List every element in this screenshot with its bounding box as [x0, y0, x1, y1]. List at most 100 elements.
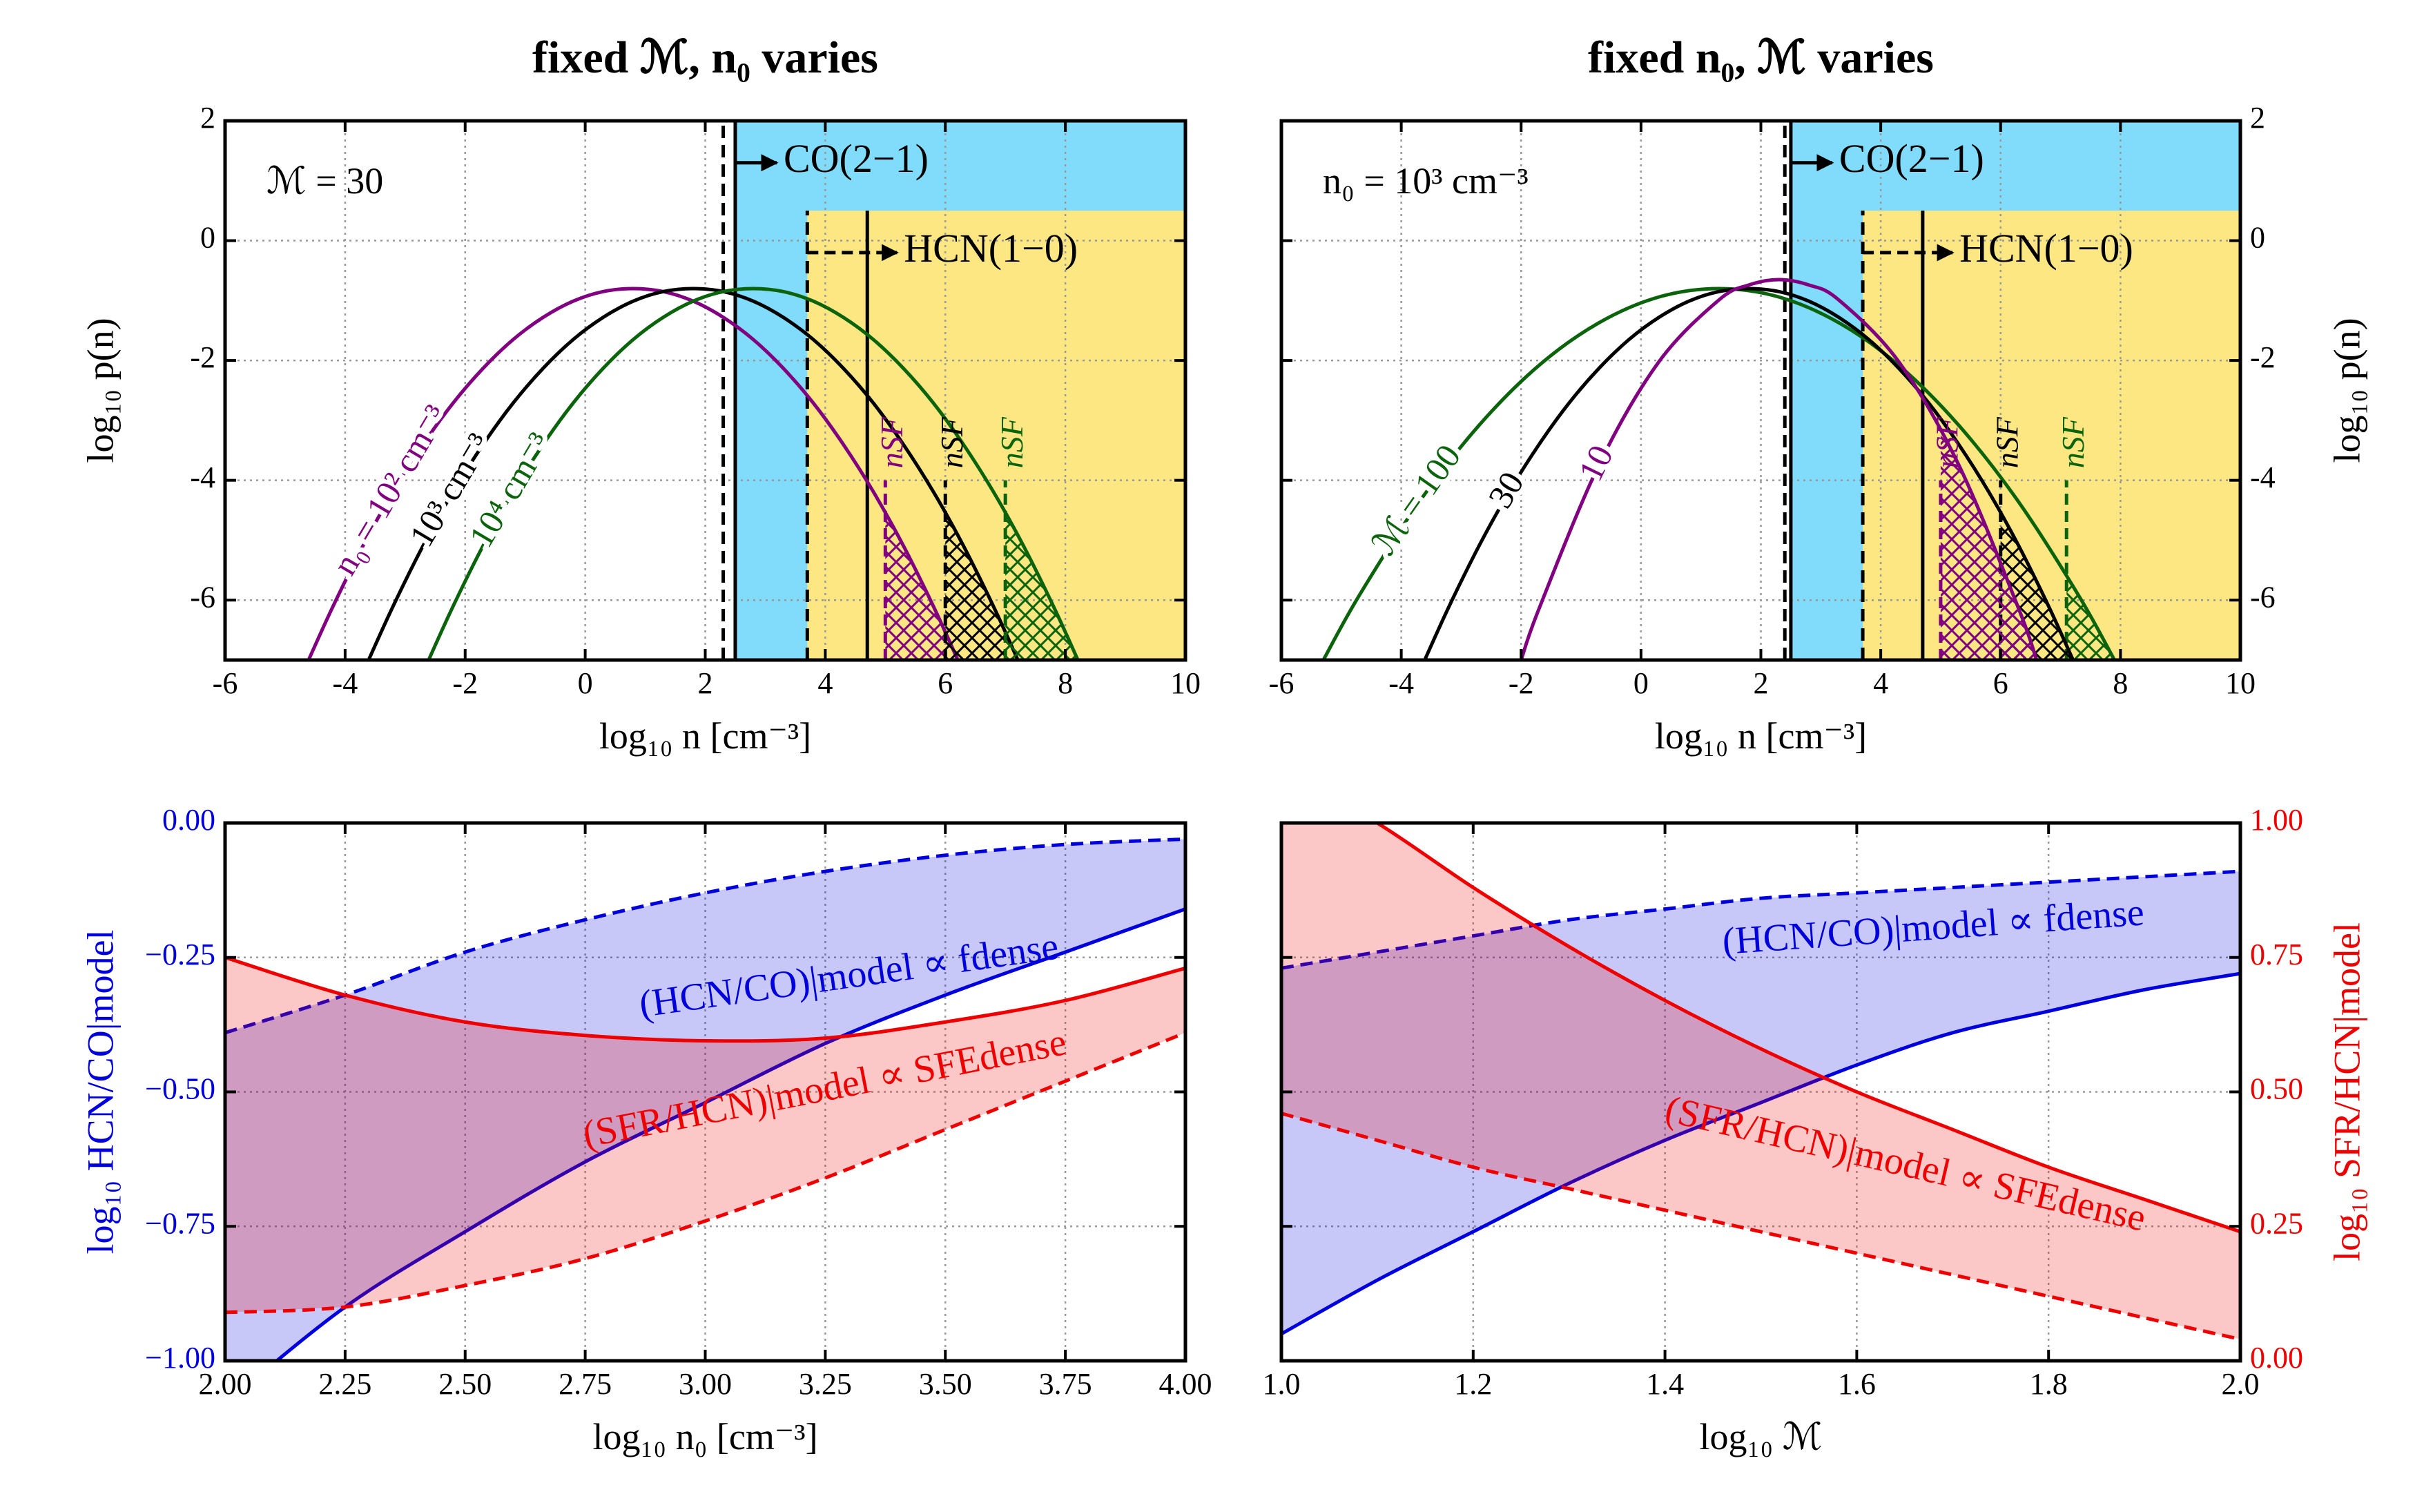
plot-area	[1281, 121, 2240, 660]
region-label: HCN(1−0)	[904, 226, 1078, 271]
x-tick-label: 3.00	[679, 1367, 732, 1401]
x-tick-label: 2.50	[438, 1367, 492, 1401]
curve	[1424, 287, 2075, 660]
x-tick-label: -6	[1269, 666, 1295, 700]
region	[1863, 211, 2240, 660]
curve	[307, 287, 959, 660]
band-edge	[1281, 1112, 2240, 1341]
series-label: 10	[1571, 439, 1620, 487]
y-tick-label: −0.50	[145, 1072, 215, 1106]
x-tick-label: 4.00	[1159, 1367, 1212, 1401]
x-tick-label: -2	[1509, 666, 1534, 700]
y-tick-label: -4	[2250, 461, 2276, 494]
plot-area	[225, 121, 1185, 660]
x-tick-label: 3.75	[1039, 1367, 1092, 1401]
x-tick-label: 1.8	[2030, 1367, 2068, 1401]
x-tick-label: -4	[1388, 666, 1414, 700]
y-tick-label: −0.75	[145, 1206, 215, 1240]
x-tick-label: -6	[213, 666, 238, 700]
x-tick-label: 8	[1058, 666, 1073, 700]
y-tick-label: -6	[2250, 580, 2276, 614]
chart-title: fixed ℳ, n₀ varies	[532, 32, 878, 83]
hatch	[1005, 513, 1078, 660]
band-edge	[225, 1031, 1185, 1315]
x-tick-label: 2.00	[199, 1367, 252, 1401]
region-label: CO(2−1)	[1839, 136, 1984, 181]
panel: (HCN/CO)|model ∝ fdense(SFR/HCN)|model ∝…	[79, 803, 1212, 1457]
region	[807, 211, 1185, 660]
x-tick-label: 1.2	[1454, 1367, 1492, 1401]
y-axis-label: log₁₀ HCN/CO|model	[79, 930, 121, 1254]
y-axis-label: log₁₀ p(n)	[2326, 318, 2367, 463]
chart-title: fixed n₀, ℳ varies	[1588, 32, 1934, 83]
threshold-label: nSF	[994, 416, 1029, 468]
y-tick-label: 0	[200, 221, 215, 255]
y-tick-label: 0.00	[2250, 1341, 2303, 1375]
series-label: 30	[1480, 465, 1531, 515]
band-edge	[273, 907, 1185, 1361]
panel: (HCN/CO)|model ∝ fdense(SFR/HCN)|model ∝…	[1263, 803, 2368, 1457]
annotation: n₀ = 10³ cm⁻³	[1323, 160, 1529, 202]
band-fill	[225, 957, 1185, 1312]
y-axis-label: log₁₀ p(n)	[79, 318, 121, 463]
x-tick-label: 2.0	[2222, 1367, 2260, 1401]
plot-area	[1281, 823, 2240, 1361]
band-edge	[225, 837, 1185, 1035]
curve	[427, 287, 1079, 660]
x-tick-label: 0	[578, 666, 593, 700]
y-tick-label: 0	[2250, 221, 2265, 255]
threshold-label: nSF	[1930, 416, 1965, 468]
y-tick-label: 1.00	[2250, 803, 2303, 837]
x-tick-label: 4	[1873, 666, 1888, 700]
y-tick-label: 0.50	[2250, 1072, 2303, 1106]
y-tick-label: 0.25	[2250, 1206, 2303, 1240]
x-tick-label: 1.4	[1646, 1367, 1684, 1401]
x-axis-label: log₁₀ n [cm⁻³]	[599, 715, 811, 757]
plot-area	[225, 823, 1185, 1361]
x-axis-label: log₁₀ ℳ	[1700, 1416, 1823, 1457]
y-tick-label: -4	[190, 461, 215, 494]
y-tick-label: -2	[190, 340, 215, 374]
x-tick-label: 2.75	[559, 1367, 612, 1401]
x-tick-label: 1.0	[1263, 1367, 1301, 1401]
x-tick-label: 0	[1633, 666, 1649, 700]
curve	[1519, 278, 2039, 660]
x-tick-label: 10	[1170, 666, 1201, 700]
hatch	[885, 513, 958, 660]
band-edge	[1374, 823, 2240, 1234]
threshold-label: nSF	[934, 416, 969, 468]
series-label: ℳ = 100	[1364, 437, 1468, 562]
x-tick-label: 3.50	[919, 1367, 972, 1401]
x-tick-label: 3.25	[799, 1367, 852, 1401]
x-tick-label: 6	[938, 666, 953, 700]
region-label: HCN(1−0)	[1959, 226, 2133, 271]
band-edge	[225, 956, 1185, 1043]
band-edge	[1281, 869, 2240, 970]
band-fill	[1281, 823, 2240, 1339]
y-axis-label: log₁₀ SFR/HCN|model	[2326, 922, 2367, 1261]
x-tick-label: 4	[817, 666, 833, 700]
region-label: CO(2−1)	[784, 136, 929, 181]
hatch	[1940, 434, 2037, 660]
x-axis-label: log₁₀ n [cm⁻³]	[1655, 715, 1867, 757]
y-tick-label: −0.25	[145, 938, 215, 971]
band-fill	[1281, 871, 2240, 1335]
x-tick-label: 2	[698, 666, 713, 700]
x-tick-label: -2	[452, 666, 478, 700]
y-tick-label: -2	[2250, 340, 2276, 374]
threshold-label: nSF	[1989, 416, 2024, 468]
y-tick-label: 0.75	[2250, 938, 2303, 971]
y-tick-label: 2	[2250, 101, 2265, 135]
curve	[367, 287, 1019, 660]
hatch	[945, 513, 1018, 660]
y-tick-label: −1.00	[145, 1341, 215, 1375]
x-tick-label: 2.25	[318, 1367, 371, 1401]
x-tick-label: 6	[1993, 666, 2008, 700]
x-tick-label: 1.6	[1838, 1367, 1876, 1401]
band-edge	[1281, 971, 2240, 1336]
y-tick-label: 2	[200, 101, 215, 135]
x-tick-label: -4	[333, 666, 358, 700]
